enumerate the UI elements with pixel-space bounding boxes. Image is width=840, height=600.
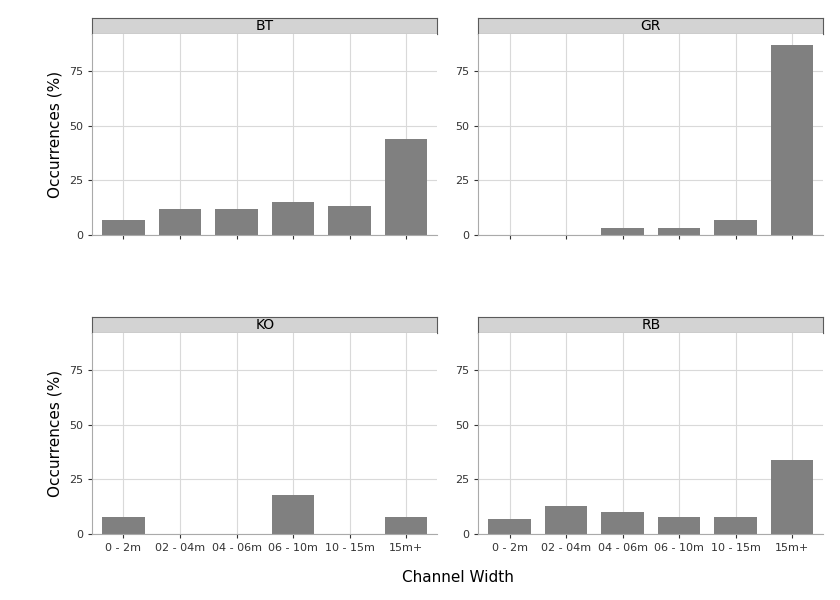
Y-axis label: Occurrences (%): Occurrences (%) [47, 370, 62, 497]
Bar [545, 506, 587, 534]
Bar [102, 517, 144, 534]
Bar [771, 460, 813, 534]
Bar [714, 517, 757, 534]
Bar [714, 220, 757, 235]
Bar [385, 139, 428, 235]
Text: KO: KO [255, 318, 275, 332]
Bar [658, 228, 701, 235]
Bar [658, 517, 701, 534]
Bar [488, 519, 531, 534]
Bar [159, 209, 202, 235]
Text: RB: RB [641, 318, 660, 332]
Bar [601, 512, 643, 534]
Y-axis label: Occurrences (%): Occurrences (%) [47, 71, 62, 198]
Bar [215, 209, 258, 235]
Bar [601, 228, 643, 235]
Text: BT: BT [255, 19, 274, 33]
Bar [272, 495, 314, 534]
Bar [102, 220, 144, 235]
Bar [328, 206, 370, 235]
Bar [385, 517, 428, 534]
Text: GR: GR [641, 19, 661, 33]
Text: Channel Width: Channel Width [402, 570, 514, 585]
Bar [771, 45, 813, 235]
Bar [272, 202, 314, 235]
